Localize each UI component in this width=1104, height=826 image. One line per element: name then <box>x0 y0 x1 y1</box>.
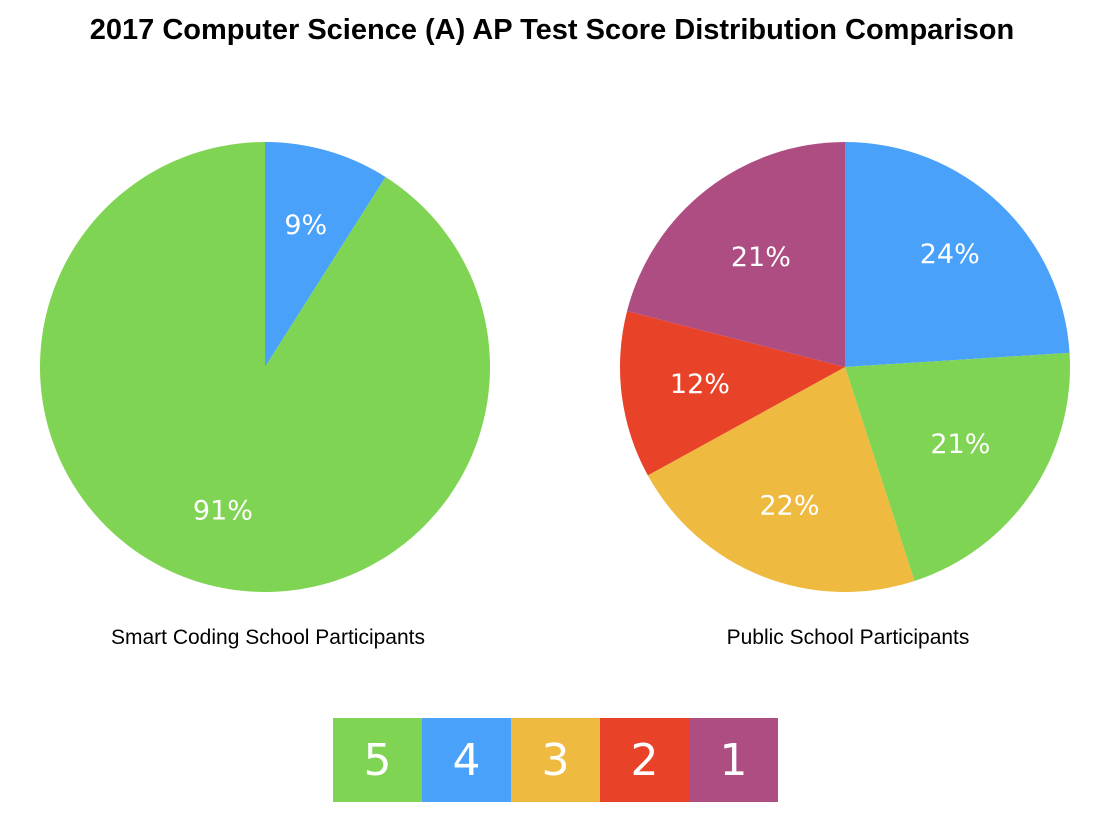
pie-0-slice-score-4 <box>265 142 386 367</box>
pie-1-slice-label-score-2: 12% <box>670 369 730 400</box>
pie-chart-smart-coding: 9% 91% <box>40 142 491 593</box>
legend-item-5: 5 <box>333 718 422 802</box>
pie-1-slice-label-score-4: 24% <box>920 239 980 270</box>
pie-1-slice-label-score-1: 21% <box>731 242 791 273</box>
pie-caption-smart-coding: Smart Coding School Participants <box>111 626 425 649</box>
legend-item-1: 1 <box>689 718 778 802</box>
legend-item-4: 4 <box>422 718 511 802</box>
legend-item-3: 3 <box>511 718 600 802</box>
pie-0-slice-label-score-4: 9% <box>284 210 327 241</box>
pie-1-slice-score-1 <box>627 142 845 367</box>
pie-caption-public-school: Public School Participants <box>726 626 970 649</box>
pie-1-slice-score-5 <box>845 352 1070 581</box>
pie-1-slice-label-score-3: 22% <box>759 491 819 522</box>
chart-title: 2017 Computer Science (A) AP Test Score … <box>89 14 1015 46</box>
legend-item-2: 2 <box>600 718 689 802</box>
pie-1-slice-score-3 <box>647 367 915 592</box>
pie-0-slice-score-5 <box>40 142 491 593</box>
legend: 5 4 3 2 1 <box>333 718 778 802</box>
pie-1-slice-score-4 <box>845 142 1070 367</box>
pie-chart-public-school: 24% 21% 22% 12% 21% <box>620 142 1070 592</box>
pie-1-slice-label-score-5: 21% <box>930 429 990 460</box>
pie-1-slice-score-2 <box>620 311 845 476</box>
pie-0-slice-label-score-5: 91% <box>193 495 253 526</box>
